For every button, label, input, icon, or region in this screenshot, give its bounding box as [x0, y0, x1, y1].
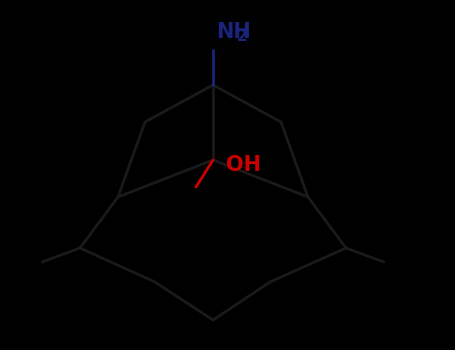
Text: 2: 2 — [237, 29, 248, 44]
Text: OH: OH — [226, 155, 261, 175]
Text: NH: NH — [216, 22, 251, 42]
